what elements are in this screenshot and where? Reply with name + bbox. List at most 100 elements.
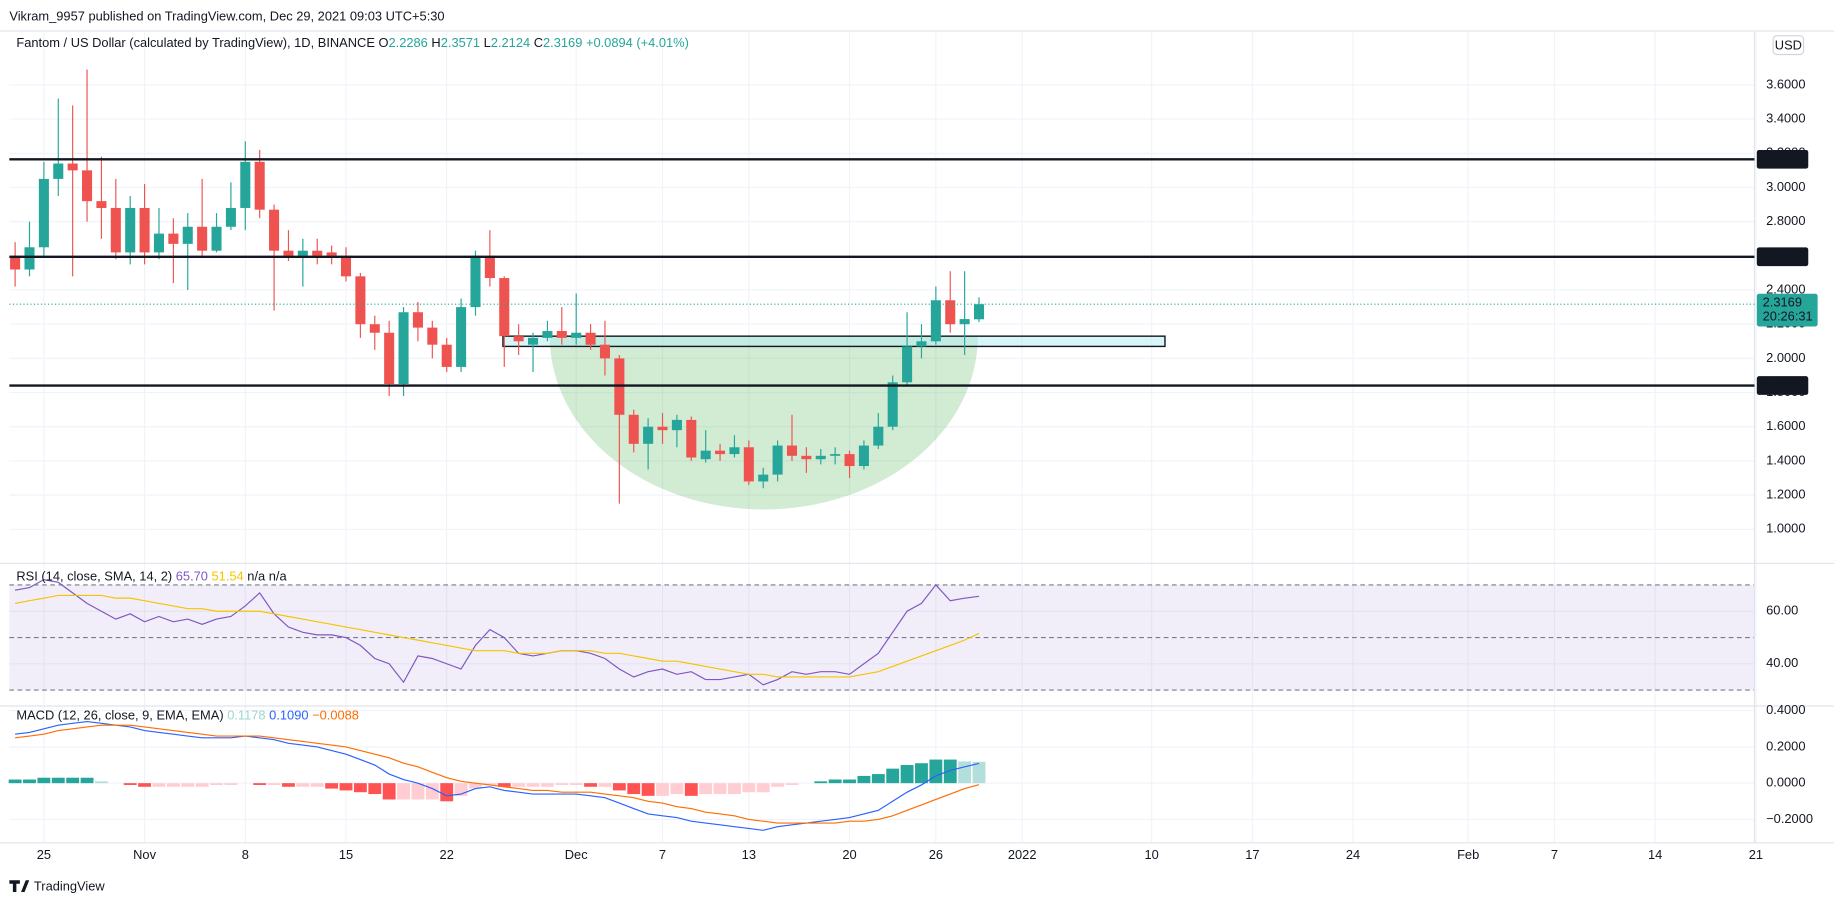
histogram-bar (497, 783, 511, 787)
currency-label[interactable]: USD (1775, 38, 1802, 53)
candle-body (585, 332, 596, 345)
candle-body (945, 300, 956, 325)
candle-body (470, 255, 481, 308)
candle-body (484, 255, 495, 279)
candle-body (873, 426, 884, 446)
histogram-bar (929, 759, 943, 784)
y-tick-label: 3.0000 (1766, 179, 1805, 194)
candle-body (772, 445, 783, 475)
histogram-bar (166, 783, 180, 787)
candle-body (355, 276, 366, 325)
histogram-bar (857, 775, 871, 784)
x-tick-label: 13 (742, 847, 756, 862)
indicator-legend: RSI (14, close, SMA, 14, 2) 65.70 51.54 … (16, 569, 287, 584)
indicator-value: 51.54 (212, 569, 244, 584)
candle-body (830, 454, 841, 456)
indicator-value: 0.1178 (227, 708, 265, 723)
candle-body (743, 447, 754, 482)
candle-body (225, 207, 236, 227)
candle-body (427, 327, 438, 345)
x-tick-label: 7 (659, 847, 666, 862)
histogram-bar (310, 783, 324, 787)
candle-body (38, 178, 49, 248)
candle-body (312, 250, 323, 256)
ohlc-value: 2.3169 (543, 35, 582, 50)
candle-body (700, 450, 711, 460)
histogram-bar (871, 774, 885, 784)
plot (8, 69, 1755, 831)
candle-body (153, 233, 165, 253)
candle-body (82, 170, 93, 202)
candle-body (211, 226, 222, 251)
y-tick-label: 0.0000 (1766, 775, 1805, 790)
y-tick-label: 60.00 (1766, 603, 1798, 618)
histogram-bar (37, 777, 51, 784)
histogram-bar (152, 783, 166, 787)
indicator-legend: MACD (12, 26, close, 9, EMA, EMA) 0.1178… (16, 708, 359, 723)
candle-body (240, 161, 251, 208)
zone-box (502, 335, 1166, 348)
histogram-bar (555, 783, 569, 785)
indicator-na: n/a n/a (247, 569, 287, 584)
candle-body (197, 226, 208, 251)
candle-body (628, 414, 639, 444)
histogram-bar (512, 783, 526, 787)
last-price-label: 2.3169 (1763, 294, 1802, 309)
indicator-title: MACD (12, 26, close, 9, EMA, EMA) (16, 708, 223, 723)
histogram-bar (339, 783, 353, 791)
level-label-box (1756, 247, 1809, 267)
candle-body (556, 331, 567, 338)
histogram-bar (411, 783, 425, 800)
histogram-bar (253, 783, 267, 785)
candle-body (369, 324, 380, 333)
candle-body (815, 455, 826, 460)
change-pct: (+4.01%) (636, 35, 689, 50)
candle-body (340, 255, 352, 277)
candle-body (297, 250, 308, 256)
histogram-bar (80, 777, 94, 784)
x-tick-label: 2022 (1008, 847, 1037, 862)
candle-body (412, 312, 423, 328)
candle-body (67, 163, 78, 171)
indicator-line (14, 579, 980, 686)
histogram-bar (526, 783, 540, 787)
histogram-bar (814, 781, 828, 784)
candle-body (844, 454, 855, 467)
indicator-value: 65.70 (176, 569, 208, 584)
x-tick-label: Feb (1457, 847, 1479, 862)
histogram-bar (584, 783, 598, 787)
currency-button[interactable] (1772, 35, 1805, 56)
candle-body (513, 336, 524, 342)
candle-body (571, 332, 582, 338)
indicator-line (15, 720, 980, 831)
y-tick-label: 2.4000 (1766, 281, 1805, 296)
histogram-bar (843, 779, 856, 784)
histogram-bar (282, 783, 295, 787)
x-tick-label: 21 (1749, 847, 1763, 862)
y-tick-label: 2.8000 (1766, 213, 1805, 228)
histogram-bar (569, 783, 583, 785)
histogram-bar (368, 783, 382, 795)
histogram-bar (469, 783, 482, 789)
candle-body (973, 304, 985, 320)
candle-body (182, 226, 193, 244)
y-tick-label: 3.6000 (1766, 76, 1805, 91)
ohlc-value: 2.3571 (441, 35, 480, 50)
candle-body (168, 233, 179, 244)
x-tick-label: 14 (1648, 847, 1662, 862)
candle-body (858, 445, 869, 467)
candle-body (916, 341, 927, 347)
histogram-bar (756, 783, 770, 793)
histogram-bar (828, 779, 842, 784)
histogram-bar (684, 783, 698, 796)
candle-body (930, 300, 941, 342)
candle-body (902, 346, 913, 383)
candle-body (398, 312, 409, 385)
background (0, 3, 1834, 899)
change: +0.0894 (586, 35, 633, 50)
y-tick-label: 2.0000 (1766, 350, 1805, 365)
histogram-bar (771, 783, 785, 787)
candle-body (441, 344, 452, 367)
candle-body (599, 344, 610, 359)
